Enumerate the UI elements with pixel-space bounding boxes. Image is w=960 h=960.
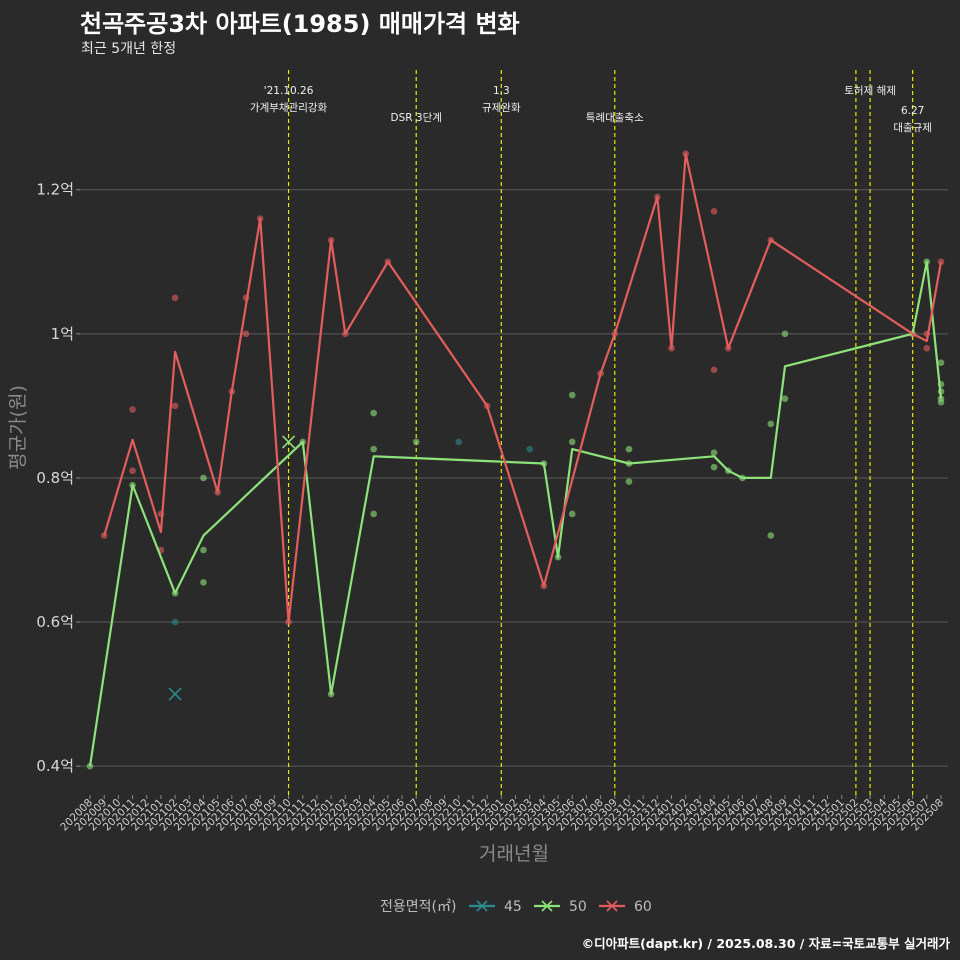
series-60-line [103, 152, 943, 624]
series-50-point [568, 391, 576, 399]
x-axis-title: 거래년월 [479, 843, 549, 865]
y-tick-label: 1억 [51, 325, 74, 343]
event-label: 토허제 해제 [844, 84, 896, 97]
series-50-point [710, 449, 718, 457]
series-50-point [412, 438, 420, 446]
series-45-point [455, 438, 463, 446]
y-tick-label: 1.2억 [36, 181, 74, 199]
legend-label: 45 [504, 899, 522, 915]
event-label: 6.27 [901, 105, 924, 117]
series-50-point [781, 330, 789, 338]
series-50-point [568, 510, 576, 518]
series-50-point [625, 478, 633, 485]
series-50-point [781, 395, 789, 402]
series-60-point [923, 344, 931, 352]
series-60-point [710, 208, 718, 215]
legend-title: 전용면적(㎡) [380, 899, 456, 915]
legend-label: 50 [569, 899, 587, 915]
y-tick-label: 0.8억 [36, 469, 74, 487]
series-60-point [171, 402, 179, 410]
chart-title: 천곡주공3차 아파트(1985) 매매가격 변화 [80, 10, 520, 38]
legend-key-x-marker [476, 900, 488, 912]
event-label: DSR 3단계 [391, 112, 442, 124]
series-50-point [937, 398, 945, 406]
axes: 0.4억0.6억0.8억1억1.2억2020082020092020102020… [7, 181, 946, 865]
source-caption: ©디아파트(dapt.kr) / 2025.08.30 / 자료=국토교통부 실… [581, 936, 950, 951]
series-50-point [200, 474, 207, 482]
legend-label: 60 [634, 899, 652, 915]
series-60-point [937, 258, 945, 266]
legend-key-x-marker [606, 900, 618, 912]
event-label: 대출규제 [893, 122, 932, 134]
event-label: 1.3 [493, 85, 510, 97]
series-60-point [242, 330, 250, 338]
series-50-x-marker [282, 435, 296, 449]
y-tick-label: 0.6억 [36, 613, 74, 631]
event-label: 특례대출축소 [586, 112, 644, 124]
series-50-point [200, 579, 207, 586]
series-50-point [370, 409, 377, 417]
series-60-point [129, 406, 136, 413]
gridlines [80, 189, 948, 767]
series-50-point [710, 463, 718, 471]
series-50-point [568, 438, 576, 446]
series-45-point [171, 618, 179, 626]
series-50-point [370, 445, 377, 453]
series-50-point [200, 546, 207, 554]
event-label: '21.10.26 [264, 85, 314, 97]
series-layer [86, 150, 945, 770]
chart-subtitle: 최근 5개년 한정 [81, 41, 177, 57]
series-50-point [370, 510, 377, 518]
series-50-point [767, 420, 775, 428]
series-60-point [171, 294, 179, 302]
event-label: 규제완화 [482, 101, 521, 114]
series-60-point [129, 467, 136, 475]
series-60-point [710, 366, 718, 374]
legend-key-x-marker [541, 900, 553, 912]
series-50-line [88, 260, 943, 767]
series-45-x-marker [168, 687, 182, 701]
legend: 전용면적(㎡) 45 50 60 [380, 899, 652, 915]
y-axis-title: 평균가(원) [7, 385, 29, 470]
series-50-point [767, 532, 775, 539]
event-label: 가계부채관리강화 [250, 102, 328, 114]
series-50-point [625, 445, 633, 453]
series-50-point [937, 359, 945, 366]
y-tick-label: 0.4억 [36, 757, 74, 775]
series-45-point [526, 445, 533, 453]
